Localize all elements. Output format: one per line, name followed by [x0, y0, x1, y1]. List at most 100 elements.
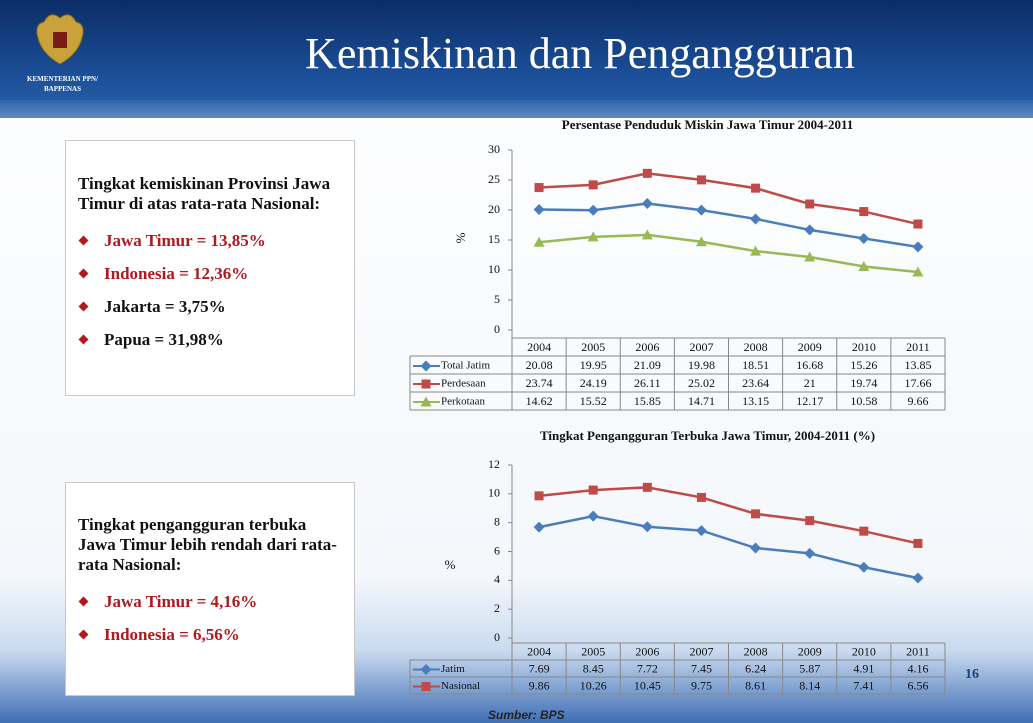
y-tick-label: 5	[494, 292, 500, 306]
table-value: 23.74	[526, 376, 553, 390]
marker	[696, 175, 706, 185]
marker	[420, 396, 432, 407]
marker	[804, 224, 816, 236]
table-value: 12.17	[796, 394, 823, 408]
marker	[913, 219, 923, 229]
table-value: 16.68	[796, 358, 823, 372]
header-stripe	[0, 100, 1033, 118]
legend-label: Nasional	[441, 680, 480, 692]
legend-label: Jatim	[441, 663, 465, 675]
marker	[421, 682, 431, 691]
y-tick-label: 0	[494, 322, 500, 336]
logo-line: BAPPENAS	[44, 85, 81, 93]
y-tick-label: 20	[488, 202, 500, 216]
marker	[750, 542, 762, 554]
marker	[805, 516, 815, 526]
table-value: 14.71	[688, 394, 715, 408]
bullet: Indonesia = 12,36%	[78, 257, 342, 290]
marker	[534, 183, 544, 193]
table-value: 8.45	[583, 661, 604, 675]
info-box: Tingkat pengangguran terbuka Jawa Timur …	[65, 482, 355, 696]
table-value: 25.02	[688, 376, 715, 390]
table-value: 9.75	[691, 678, 712, 692]
marker	[642, 482, 652, 492]
marker	[421, 379, 431, 389]
marker	[587, 231, 599, 242]
marker	[751, 509, 761, 519]
info-box: Tingkat kemiskinan Provinsi Jawa Timur d…	[65, 140, 355, 396]
marker	[750, 245, 762, 256]
slide-title: Kemiskinan dan Pengangguran	[305, 29, 855, 78]
bullet: Indonesia = 6,56%	[78, 618, 342, 651]
marker	[695, 204, 707, 216]
table-value: 7.69	[529, 661, 550, 675]
logo-shield	[53, 32, 67, 48]
marker	[805, 199, 815, 209]
y-axis-label: %	[445, 557, 456, 572]
marker	[912, 572, 924, 584]
logo-line: KEMENTERIAN PPN/	[27, 75, 98, 83]
chart-title: Tingkat Pengangguran Terbuka Jawa Timur,…	[540, 428, 875, 443]
y-tick-label: 4	[494, 572, 500, 586]
bullet: Jawa Timur = 4,16%	[78, 585, 342, 618]
table-value: 21	[804, 376, 816, 390]
x-tick-label: 2011	[906, 340, 930, 354]
marker	[533, 204, 545, 216]
chart-title: Persentase Penduduk Miskin Jawa Timur 20…	[562, 117, 853, 132]
y-tick-label: 6	[494, 543, 500, 557]
table-value: 13.85	[904, 358, 931, 372]
marker	[587, 510, 599, 522]
y-axis-label: %	[453, 232, 468, 243]
marker	[858, 232, 870, 244]
logo-text: KEMENTERIAN PPN/BAPPENAS	[10, 74, 115, 94]
box-heading: Tingkat pengangguran terbuka Jawa Timur …	[78, 515, 337, 574]
y-tick-label: 30	[488, 142, 500, 156]
marker	[420, 360, 432, 372]
series-line	[539, 202, 919, 249]
legend-label: Perkotaan	[441, 396, 485, 408]
y-tick-label: 15	[488, 232, 500, 246]
marker	[912, 266, 924, 277]
table-value: 9.66	[907, 394, 928, 408]
marker	[420, 664, 432, 675]
source: Sumber: BPS	[488, 708, 565, 722]
x-tick-label: 2011	[906, 644, 930, 658]
x-tick-label: 2009	[798, 644, 822, 658]
x-tick-label: 2004	[527, 644, 551, 658]
marker	[913, 538, 923, 548]
header: KEMENTERIAN PPN/BAPPENAS Kemiskinan dan …	[0, 0, 1033, 118]
bullet: Jakarta = 3,75%	[78, 290, 342, 323]
table-value: 4.16	[907, 661, 928, 675]
table-value: 4.91	[853, 661, 874, 675]
table-value: 15.52	[580, 394, 607, 408]
marker	[751, 183, 761, 193]
marker	[534, 491, 544, 501]
x-tick-label: 2008	[744, 340, 768, 354]
table-value: 19.74	[850, 376, 877, 390]
table-value: 26.11	[634, 376, 661, 390]
table-value: 18.51	[742, 358, 769, 372]
y-tick-label: 0	[494, 630, 500, 644]
table-value: 10.45	[634, 678, 661, 692]
bullet: Jawa Timur = 13,85%	[78, 224, 342, 257]
x-tick-label: 2010	[852, 340, 876, 354]
marker	[588, 180, 598, 190]
x-tick-label: 2008	[744, 644, 768, 658]
series-line	[538, 233, 919, 274]
table-value: 15.85	[634, 394, 661, 408]
table-value: 7.45	[691, 661, 712, 675]
marker	[859, 526, 869, 536]
table-value: 8.61	[745, 678, 766, 692]
series-line	[539, 172, 919, 226]
marker	[587, 204, 599, 216]
marker	[859, 207, 869, 217]
x-tick-label: 2005	[581, 340, 605, 354]
table-value: 19.95	[580, 358, 607, 372]
marker	[641, 521, 653, 533]
y-tick-label: 12	[488, 457, 500, 471]
y-tick-label: 8	[494, 514, 500, 528]
y-tick-label: 10	[488, 486, 500, 500]
table-value: 10.26	[580, 678, 607, 692]
y-tick-label: 2	[494, 601, 500, 615]
